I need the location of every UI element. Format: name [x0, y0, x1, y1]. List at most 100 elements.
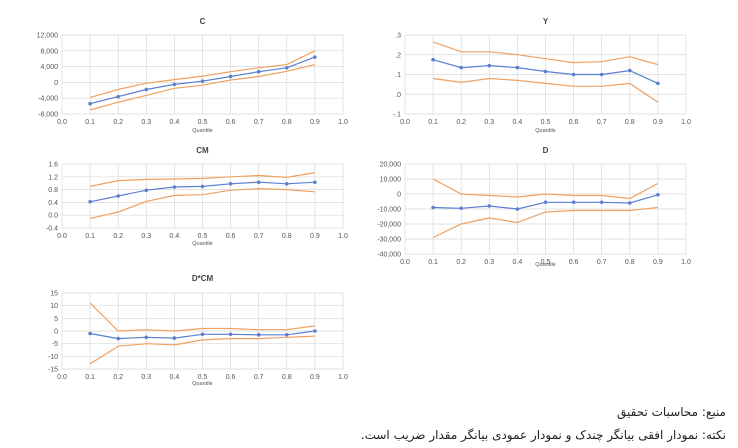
data-point	[256, 180, 261, 185]
y-tick-label: 4,000	[40, 64, 58, 71]
x-tick-label: 0.8	[625, 119, 635, 126]
data-point	[431, 57, 435, 62]
x-tick-label: 0.1	[85, 374, 95, 381]
data-point	[571, 200, 576, 205]
x-tick-label: 0.9	[653, 259, 663, 266]
series-line-lower	[89, 187, 315, 219]
data-point	[628, 68, 632, 73]
y-tick-label: 0	[397, 192, 401, 199]
y-tick-label: 5	[54, 316, 58, 323]
data-point	[628, 201, 632, 205]
data-point	[144, 87, 149, 92]
x-tick-label: 1.0	[681, 119, 691, 126]
x-tick-label: 0.0	[400, 119, 410, 126]
y-tick-label: -.1	[393, 112, 401, 119]
x-tick-label: 0.9	[310, 119, 320, 126]
chart-title: D*CM	[192, 274, 214, 283]
data-point	[599, 72, 604, 77]
y-tick-label: -10	[48, 354, 58, 361]
data-point	[431, 205, 435, 210]
x-tick-label: 0.8	[282, 119, 292, 126]
data-point	[313, 329, 317, 333]
data-point	[543, 200, 548, 205]
y-tick-label: 15	[50, 291, 58, 298]
data-point	[200, 184, 205, 189]
x-tick-label: 0.8	[625, 259, 635, 266]
y-tick-label: 0	[54, 329, 58, 336]
x-tick-label: 0.7	[254, 119, 264, 126]
chart-panel-3: CM-0.40.00.40.81.21.60.0 0.1 0.2 0.3 0.4 0.5 0…	[46, 146, 348, 247]
data-point	[172, 82, 177, 87]
x-axis-label: Quantile	[192, 381, 213, 387]
data-point	[88, 199, 92, 204]
x-tick-label: 0.0	[57, 233, 67, 240]
chart-panel-5: D*CM -15 -10 -5 0 5 10 15 0.0 0.1 0.2 0.3 0.4 0.5 0.6 0…	[48, 274, 348, 387]
chart-panel-4: D -40,000 -30,000 -20,000 -10,000 0 10,000 20,0…	[377, 146, 691, 268]
y-tick-label: -4,000	[38, 96, 58, 103]
x-tick-label: 0.6	[226, 119, 236, 126]
y-tick-label: 12,000	[37, 33, 59, 40]
data-point	[116, 194, 120, 198]
chart-title: Y	[543, 17, 549, 26]
x-tick-label: 0.0	[57, 119, 67, 126]
y-tick-label: 10	[50, 303, 58, 310]
y-tick-label: -30,000	[377, 237, 401, 244]
x-tick-label: 0.2	[113, 233, 123, 240]
chart-title: CM	[196, 146, 209, 155]
data-point	[256, 69, 261, 74]
x-tick-label: 0.2	[113, 119, 123, 126]
x-tick-label: 0.4	[170, 374, 180, 381]
series-line-upper	[89, 50, 316, 98]
x-tick-label: 0.5	[541, 119, 551, 126]
y-tick-label: 8,000	[40, 48, 58, 55]
data-point	[172, 185, 177, 189]
x-tick-label: 0.4	[170, 233, 180, 240]
y-tick-label: -5	[52, 341, 58, 348]
data-point	[313, 55, 317, 59]
data-point	[228, 74, 233, 79]
data-point	[256, 333, 261, 337]
data-point	[228, 182, 233, 186]
x-tick-label: 0.0	[57, 374, 67, 381]
data-point	[285, 65, 289, 70]
data-point	[656, 192, 660, 197]
y-tick-label: 20,000	[380, 162, 402, 169]
series-line-lower	[89, 335, 315, 365]
y-tick-label: 0	[54, 80, 58, 87]
data-point	[285, 333, 289, 337]
chart-title: D	[543, 146, 549, 155]
data-point	[543, 69, 548, 74]
x-axis-label: Quantile	[535, 262, 556, 268]
x-axis-label: Quantile	[192, 241, 213, 247]
series-line-lower	[89, 64, 316, 111]
data-point	[200, 79, 205, 84]
data-point	[459, 206, 464, 211]
x-tick-label: 0.8	[282, 233, 292, 240]
x-tick-label: 0.9	[310, 374, 320, 381]
x-tick-label: 0.0	[400, 259, 410, 266]
y-tick-label: -20,000	[377, 222, 401, 229]
x-tick-label: 0.5	[198, 233, 208, 240]
x-tick-label: 0.1	[85, 119, 95, 126]
series-line-lower	[432, 206, 658, 239]
y-tick-label: 0.0	[48, 213, 58, 220]
x-tick-label: 0.2	[456, 119, 466, 126]
series-line-upper	[89, 302, 315, 332]
data-point	[515, 207, 520, 211]
y-tick-label: -15	[48, 367, 58, 374]
x-tick-label: 0.6	[226, 374, 236, 381]
x-tick-label: 0.4	[513, 119, 523, 126]
x-tick-label: 0.3	[484, 119, 494, 126]
y-tick-label: .0	[395, 92, 401, 99]
series-line-lower	[433, 77, 659, 103]
y-tick-label: .1	[395, 72, 401, 79]
x-tick-label: 0.3	[141, 119, 151, 126]
x-tick-label: 0.3	[141, 233, 151, 240]
x-tick-label: 0.6	[569, 259, 579, 266]
data-point	[88, 331, 92, 336]
x-tick-label: 0.9	[653, 119, 663, 126]
data-point	[459, 65, 464, 70]
x-tick-label: 0.5	[541, 259, 551, 266]
x-tick-label: 0.5	[198, 119, 208, 126]
